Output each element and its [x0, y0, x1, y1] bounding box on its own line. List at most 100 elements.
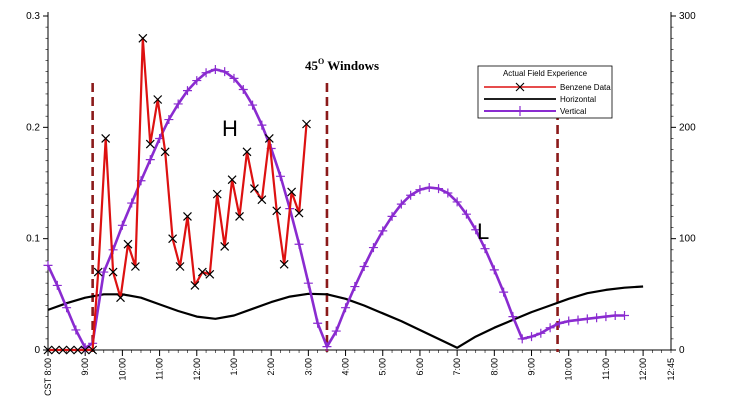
- data-point-benzene-data: [160, 147, 170, 157]
- axes: 0 0.1 0.2 0.3 0 100 200 300 CST 8:00 9:00 10:00 11:…: [26, 11, 696, 396]
- data-point-benzene-data: [153, 95, 163, 104]
- series-group: [43, 33, 644, 355]
- data-point-benzene-data: [212, 189, 222, 199]
- data-point-vertical: [350, 282, 360, 292]
- data-point-vertical: [620, 310, 630, 320]
- data-point-benzene-data: [190, 281, 200, 290]
- data-point-benzene-data: [43, 345, 53, 355]
- data-point-vertical: [313, 318, 323, 328]
- data-point-vertical: [471, 225, 481, 235]
- data-point-vertical: [387, 211, 397, 221]
- data-point-vertical: [527, 332, 537, 342]
- data-point-vertical: [582, 314, 592, 324]
- data-point-vertical: [554, 318, 564, 328]
- data-point-benzene-data: [80, 345, 90, 355]
- data-point-vertical: [415, 185, 425, 195]
- data-point-benzene-data: [138, 33, 148, 43]
- data-point-benzene-data: [51, 345, 60, 355]
- data-point-vertical: [359, 262, 369, 271]
- data-point-vertical: [294, 239, 304, 249]
- data-point-vertical: [201, 68, 211, 78]
- data-point-benzene-data: [250, 184, 259, 193]
- data-point-benzene-data: [123, 239, 133, 249]
- data-point-vertical: [536, 328, 546, 338]
- data-point-vertical: [480, 244, 490, 254]
- y-left-tick-label: 0: [34, 345, 40, 356]
- x-tick-label: 1:00: [229, 358, 239, 376]
- data-point-vertical: [331, 326, 341, 336]
- x-tick-label: 11:00: [155, 358, 165, 380]
- window-lines: [91, 83, 559, 352]
- data-point-vertical: [164, 115, 174, 125]
- y-left-tick-label: 0.3: [26, 11, 40, 22]
- data-point-benzene-data: [93, 267, 103, 277]
- data-point-benzene-data: [197, 267, 207, 277]
- data-point-vertical: [461, 209, 471, 219]
- data-point-benzene-data: [272, 206, 282, 216]
- data-point-vertical: [489, 265, 499, 275]
- legend-label-benzene: Benzene Data: [560, 83, 611, 92]
- data-point-benzene-data: [279, 259, 289, 269]
- data-point-vertical: [62, 303, 72, 313]
- data-point-benzene-data: [73, 345, 83, 355]
- x-tick-label: 12:45: [666, 358, 676, 381]
- data-point-vertical: [182, 86, 192, 96]
- data-point-benzene-data: [242, 147, 252, 157]
- data-point-vertical: [52, 280, 62, 290]
- data-point-vertical: [275, 171, 285, 181]
- legend-marker-benzene: [515, 82, 525, 92]
- data-point-vertical: [592, 313, 602, 323]
- data-point-vertical: [192, 76, 202, 86]
- x-tick-label: 9:00: [80, 358, 90, 376]
- x-tick-label: 12:00: [638, 358, 648, 381]
- data-point-vertical: [220, 67, 230, 77]
- x-tick-label: 4:00: [341, 358, 351, 376]
- data-point-vertical: [368, 243, 378, 253]
- data-point-benzene-data: [302, 119, 311, 129]
- data-point-vertical: [499, 287, 509, 297]
- data-point-vertical: [564, 316, 574, 326]
- data-point-vertical: [99, 267, 109, 277]
- data-point-vertical: [424, 182, 434, 192]
- data-point-vertical: [303, 278, 313, 288]
- x-tick-label: 5:00: [378, 358, 388, 376]
- x-tick-label: 8:00: [489, 358, 499, 376]
- data-point-vertical: [341, 303, 351, 313]
- data-point-vertical: [508, 312, 518, 322]
- x-tick-label: 3:00: [303, 358, 313, 376]
- x-tick-label: 6:00: [415, 358, 425, 376]
- data-point-benzene-data: [287, 187, 297, 197]
- x-tick-label: 12:00: [192, 358, 202, 381]
- data-point-benzene-data: [264, 134, 274, 143]
- data-point-vertical: [378, 226, 388, 236]
- data-point-benzene-data: [183, 211, 192, 221]
- legend-marker-vertical: [515, 106, 525, 116]
- data-point-vertical: [248, 100, 258, 110]
- y-right-tick-label: 300: [679, 11, 696, 22]
- x-tick-label: 11:00: [601, 358, 611, 380]
- data-point-vertical: [117, 220, 127, 230]
- data-point-vertical: [43, 260, 53, 270]
- x-tick-label: 9:00: [527, 358, 537, 376]
- data-point-benzene-data: [65, 345, 75, 355]
- legend-title: Actual Field Experience: [503, 69, 588, 78]
- y-right-tick-label: 0: [679, 345, 685, 356]
- data-point-vertical: [71, 325, 81, 335]
- x-tick-label: 10:00: [117, 358, 127, 381]
- y-left-tick-label: 0.1: [26, 234, 40, 245]
- region-label-h: H: [222, 116, 238, 141]
- data-point-vertical: [517, 334, 527, 344]
- data-point-vertical: [396, 199, 406, 209]
- data-point-vertical: [145, 155, 155, 165]
- data-point-vertical: [434, 184, 444, 194]
- x-tick-label: 10:00: [564, 358, 574, 381]
- data-point-vertical: [406, 190, 416, 200]
- data-point-benzene-data: [108, 267, 118, 277]
- data-point-vertical: [545, 323, 555, 333]
- y-right-tick-label: 200: [679, 122, 696, 133]
- data-point-vertical: [229, 73, 239, 83]
- data-point-vertical: [452, 197, 462, 207]
- region-label-l: L: [477, 219, 489, 244]
- data-point-vertical: [601, 312, 611, 322]
- data-point-benzene-data: [257, 195, 267, 205]
